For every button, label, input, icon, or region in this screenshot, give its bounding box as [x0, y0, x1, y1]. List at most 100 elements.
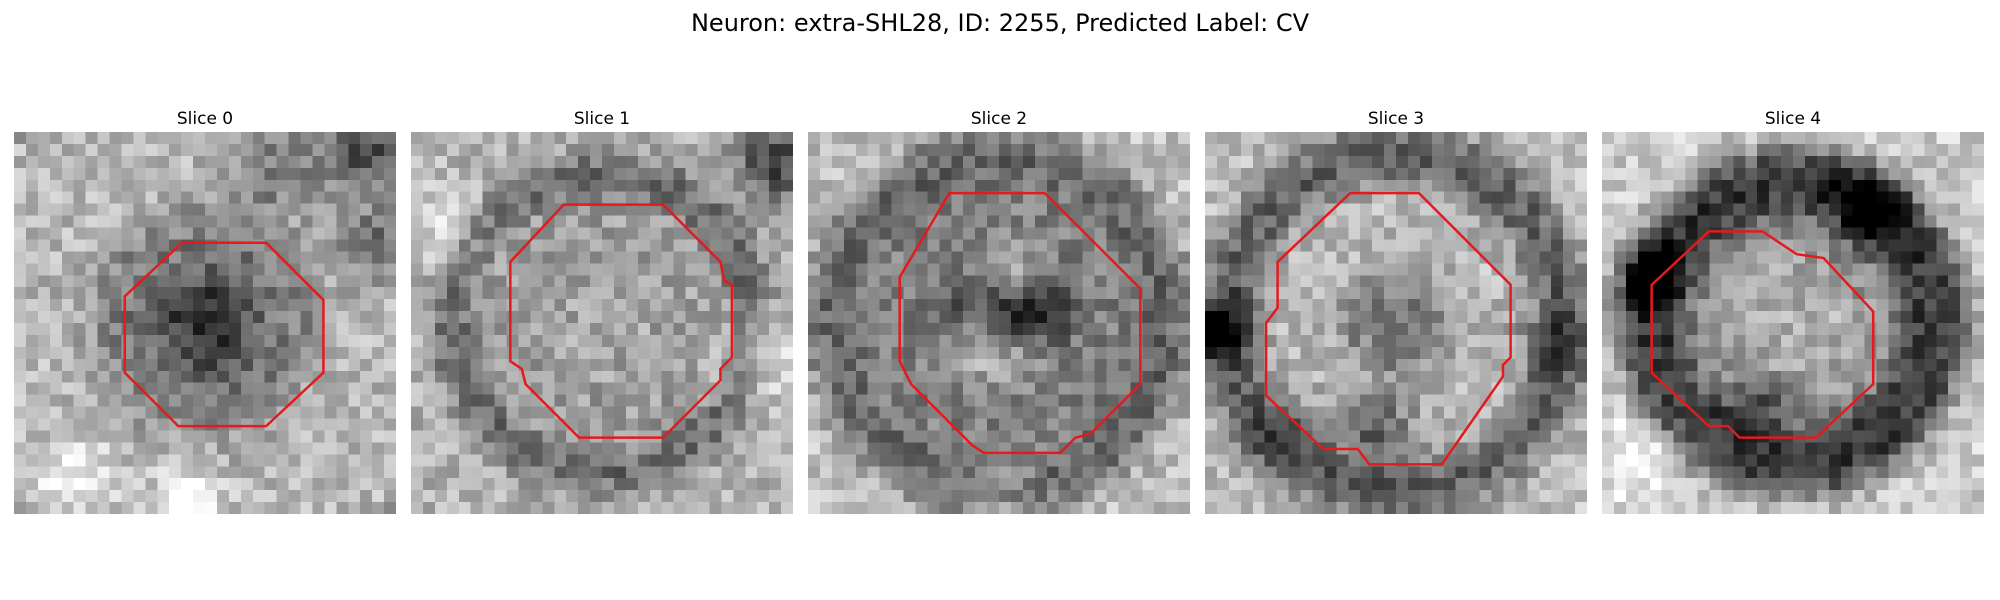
image-pixel — [1288, 358, 1301, 371]
image-pixel — [25, 251, 39, 264]
image-pixel — [951, 251, 964, 264]
image-pixel — [49, 490, 62, 503]
image-pixel — [1384, 299, 1397, 312]
image-pixel — [169, 203, 182, 216]
image-pixel — [1300, 311, 1313, 324]
image-pixel — [85, 167, 98, 180]
image-pixel — [757, 406, 770, 419]
image-pixel — [903, 299, 916, 312]
image-pixel — [709, 502, 722, 514]
image-pixel — [1637, 275, 1650, 288]
image-pixel — [530, 502, 543, 514]
image-pixel — [1010, 239, 1024, 252]
image-pixel — [1348, 502, 1361, 514]
image-pixel — [867, 203, 880, 216]
image-pixel — [1312, 227, 1325, 240]
image-pixel — [216, 502, 230, 514]
image-pixel — [566, 394, 579, 407]
image-pixel — [709, 287, 722, 300]
image-pixel — [1864, 418, 1877, 431]
image-pixel — [903, 490, 916, 503]
image-pixel — [1852, 143, 1865, 157]
image-pixel — [590, 311, 603, 324]
image-pixel — [891, 394, 904, 407]
image-pixel — [637, 311, 650, 324]
image-pixel — [1094, 478, 1107, 491]
image-pixel — [276, 275, 289, 288]
image-pixel — [494, 454, 507, 467]
image-pixel — [1793, 191, 1806, 204]
image-pixel — [843, 167, 856, 180]
image-pixel — [1455, 251, 1468, 264]
image-pixel — [781, 179, 793, 192]
image-pixel — [915, 394, 928, 407]
image-pixel — [1264, 370, 1277, 383]
image-pixel — [1407, 215, 1421, 228]
image-pixel — [1300, 478, 1313, 491]
image-pixel — [1936, 311, 1949, 324]
image-pixel — [602, 490, 615, 503]
image-pixel — [1828, 227, 1841, 240]
image-pixel — [578, 299, 591, 312]
image-pixel — [1252, 466, 1265, 479]
image-pixel — [446, 323, 459, 336]
image-pixel — [1046, 287, 1059, 300]
image-pixel — [1888, 358, 1901, 371]
image-pixel — [14, 203, 27, 216]
image-pixel — [1876, 394, 1889, 407]
image-pixel — [578, 167, 591, 180]
image-pixel — [1154, 502, 1167, 514]
image-pixel — [879, 478, 892, 491]
image-pixel — [1900, 167, 1913, 180]
image-pixel — [37, 239, 51, 252]
image-pixel — [757, 442, 770, 455]
image-pixel — [181, 239, 194, 252]
image-pixel — [963, 263, 976, 276]
image-pixel — [566, 323, 579, 336]
image-pixel — [1876, 430, 1889, 443]
image-pixel — [661, 346, 674, 360]
image-pixel — [411, 490, 424, 503]
image-pixel — [915, 478, 928, 491]
image-pixel — [85, 358, 98, 371]
image-pixel — [1094, 323, 1107, 336]
image-pixel — [808, 323, 821, 336]
image-pixel — [685, 143, 698, 157]
image-pixel — [1118, 203, 1131, 216]
image-pixel — [673, 370, 686, 383]
image-pixel — [25, 394, 39, 407]
image-pixel — [252, 203, 265, 216]
image-pixel — [1515, 167, 1528, 180]
image-pixel — [1205, 167, 1218, 180]
image-pixel — [216, 346, 230, 360]
image-pixel — [1721, 430, 1734, 443]
image-pixel — [1527, 287, 1540, 300]
image-pixel — [446, 334, 459, 348]
image-pixel — [276, 502, 289, 514]
image-pixel — [685, 430, 698, 443]
image-pixel — [1205, 346, 1218, 360]
image-pixel — [1384, 478, 1397, 491]
image-pixel — [987, 227, 1000, 240]
image-pixel — [1070, 454, 1083, 467]
image-pixel — [1166, 227, 1179, 240]
image-pixel — [169, 251, 182, 264]
image-pixel — [697, 502, 710, 514]
image-pixel — [1046, 132, 1059, 145]
image-pixel — [1252, 263, 1265, 276]
image-pixel — [879, 299, 892, 312]
image-pixel — [1697, 323, 1710, 336]
image-pixel — [1575, 502, 1587, 514]
image-pixel — [697, 358, 710, 371]
image-pixel — [1443, 382, 1456, 395]
image-pixel — [228, 346, 242, 360]
image-pixel — [1384, 334, 1397, 348]
image-pixel — [1575, 442, 1587, 455]
image-pixel — [1912, 275, 1925, 288]
image-pixel — [205, 334, 218, 348]
image-pixel — [1022, 299, 1036, 312]
image-pixel — [1396, 215, 1409, 228]
image-pixel — [808, 430, 821, 443]
image-pixel — [1840, 358, 1853, 371]
image-pixel — [769, 454, 782, 467]
